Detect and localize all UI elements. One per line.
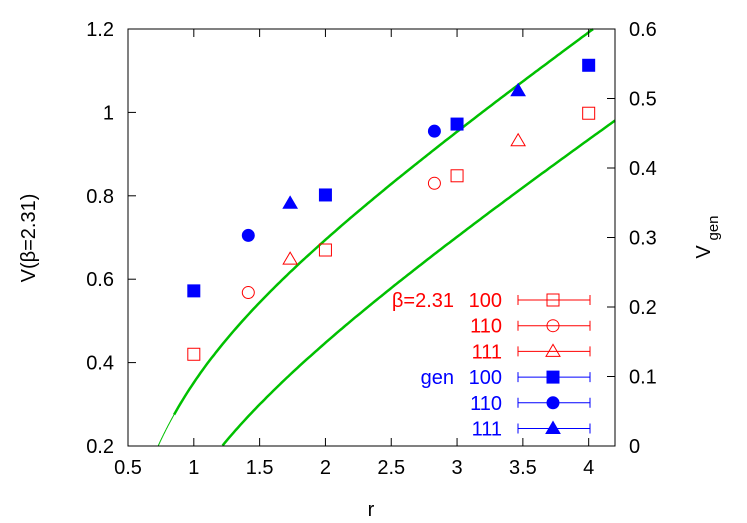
y-tick-label: 0.8 (86, 186, 114, 208)
data-point (187, 284, 201, 298)
y2-axis-label-main: V (693, 245, 715, 259)
legend-marker (545, 420, 561, 434)
data-point (282, 195, 299, 209)
y-axis-label: V(β=2.31) (18, 194, 40, 283)
data-point (450, 117, 464, 131)
y2-tick-label: 0.1 (629, 367, 657, 389)
y2-tick-label: 0.3 (629, 228, 657, 250)
fit-curve (221, 119, 616, 447)
legend-label: 100 (469, 367, 502, 389)
y-tick-label: 1 (103, 102, 114, 124)
x-tick-label: 3 (451, 457, 462, 479)
legend: β=2.31 100 110 111 gen 100 110 111 (392, 290, 591, 441)
y2-tick-label: 0.6 (629, 19, 657, 41)
plot-frame (127, 28, 616, 447)
fit-curve (173, 28, 594, 416)
data-point (427, 176, 441, 190)
y2-axis-label: V gen (693, 215, 722, 258)
x-tick-label: 2.5 (377, 457, 405, 479)
legend-marker (546, 293, 560, 307)
axis-ticks: 0.5 1 1.5 2 2.5 3 3.5 40.20.40.60.811.200.10.20… (86, 19, 657, 479)
legend-marker (545, 343, 561, 357)
x-tick-label: 3.5 (509, 457, 537, 479)
y2-tick-label: 0.2 (629, 297, 657, 319)
y2-tick-label: 0 (629, 436, 640, 458)
x-tick-label: 1 (188, 457, 199, 479)
y-tick-label: 1.2 (86, 19, 114, 41)
data-point (241, 286, 255, 300)
svg-text:V: V (693, 245, 715, 259)
y2-tick-label: 0.5 (629, 89, 657, 111)
fit-curves (157, 28, 616, 447)
data-point (318, 243, 332, 257)
legend-prefix: β=2.31 (392, 290, 454, 312)
legend-marker (546, 319, 560, 333)
fit-curve-thin (157, 414, 175, 447)
legend-label: 110 (470, 393, 502, 415)
data-point (318, 188, 332, 202)
data-point (282, 251, 299, 265)
data-point (241, 228, 255, 242)
x-tick-label: 0.5 (114, 457, 142, 479)
data-point (187, 347, 201, 361)
data-point (582, 106, 596, 120)
legend-prefix: gen (421, 367, 454, 389)
legend-label: 111 (472, 419, 502, 441)
x-tick-label: 4 (583, 457, 594, 479)
x-tick-label: 2 (320, 457, 331, 479)
y2-axis-label-sub: gen (705, 215, 722, 240)
data-point (427, 124, 441, 138)
x-tick-label: 1.5 (246, 457, 274, 479)
data-point (510, 132, 526, 147)
data-points (187, 58, 596, 361)
legend-label: 100 (469, 290, 502, 312)
legend-label: 110 (470, 316, 502, 338)
data-point (510, 82, 526, 97)
data-point (450, 169, 464, 183)
y-tick-label: 0.6 (86, 269, 114, 291)
legend-marker (546, 396, 560, 410)
data-point (582, 58, 596, 72)
legend-label: 111 (472, 341, 502, 363)
legend-marker (546, 370, 560, 384)
svg-text:gen: gen (705, 215, 722, 240)
x-axis-label: r (368, 499, 375, 521)
y2-tick-label: 0.4 (629, 158, 657, 180)
y-tick-label: 0.4 (86, 353, 114, 375)
y-tick-label: 0.2 (86, 436, 114, 458)
